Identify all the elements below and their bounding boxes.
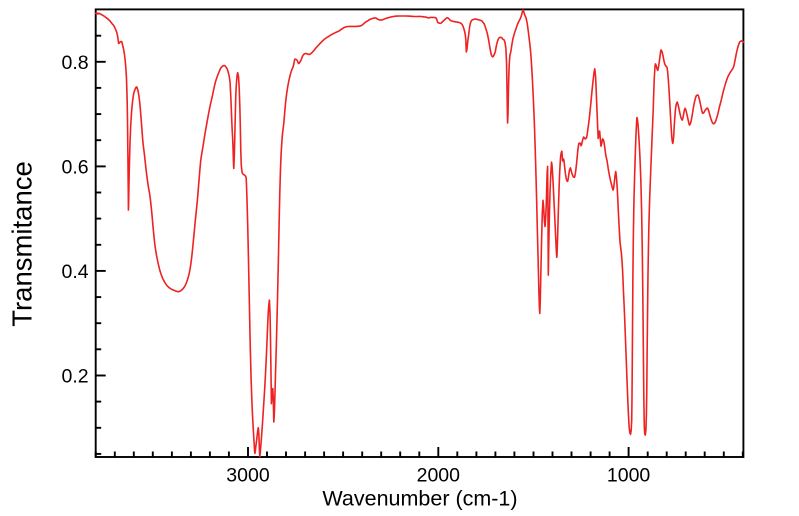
svg-text:Wavenumber (cm-1): Wavenumber (cm-1) <box>322 487 517 511</box>
svg-text:0.4: 0.4 <box>61 261 88 283</box>
svg-text:1000: 1000 <box>607 464 651 486</box>
svg-text:0.6: 0.6 <box>61 157 88 179</box>
svg-text:3000: 3000 <box>226 464 270 486</box>
svg-text:0.8: 0.8 <box>61 52 88 74</box>
svg-text:2000: 2000 <box>417 464 461 486</box>
svg-text:0.2: 0.2 <box>61 366 88 388</box>
svg-text:Transmitance: Transmitance <box>7 161 38 327</box>
